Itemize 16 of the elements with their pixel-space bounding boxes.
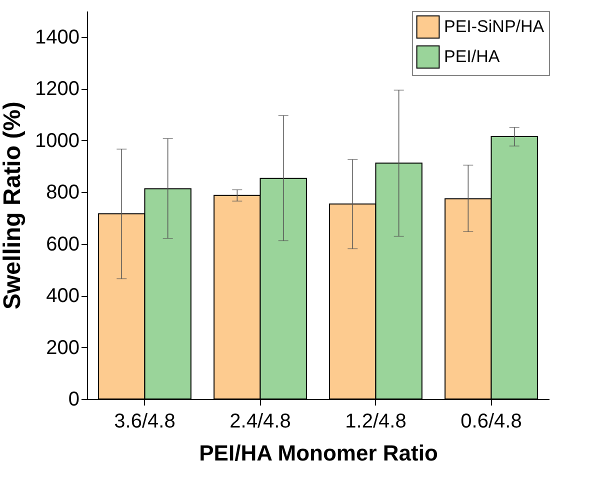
x-tick-label: 3.6/4.8 xyxy=(114,410,176,432)
x-tick-label: 1.2/4.8 xyxy=(345,410,406,432)
y-tick-label: 1400 xyxy=(35,26,80,48)
y-axis-title: Swelling Ratio (%) xyxy=(0,101,26,310)
y-tick-label: 0 xyxy=(68,388,80,410)
x-axis-title: PEI/HA Monomer Ratio xyxy=(199,440,438,466)
x-tick-label: 0.6/4.8 xyxy=(460,410,522,432)
y-tick-label: 800 xyxy=(46,182,80,204)
y-tick-label: 1200 xyxy=(35,78,80,100)
y-tick-label: 1000 xyxy=(35,130,80,152)
legend-label: PEI-SiNP/HA xyxy=(444,17,545,36)
y-tick-label: 600 xyxy=(46,233,80,256)
legend-label: PEI/HA xyxy=(444,47,500,66)
y-tick-label: 200 xyxy=(46,336,80,359)
y-tick-label: 400 xyxy=(46,285,80,308)
x-tick-label: 2.4/4.8 xyxy=(230,410,291,432)
